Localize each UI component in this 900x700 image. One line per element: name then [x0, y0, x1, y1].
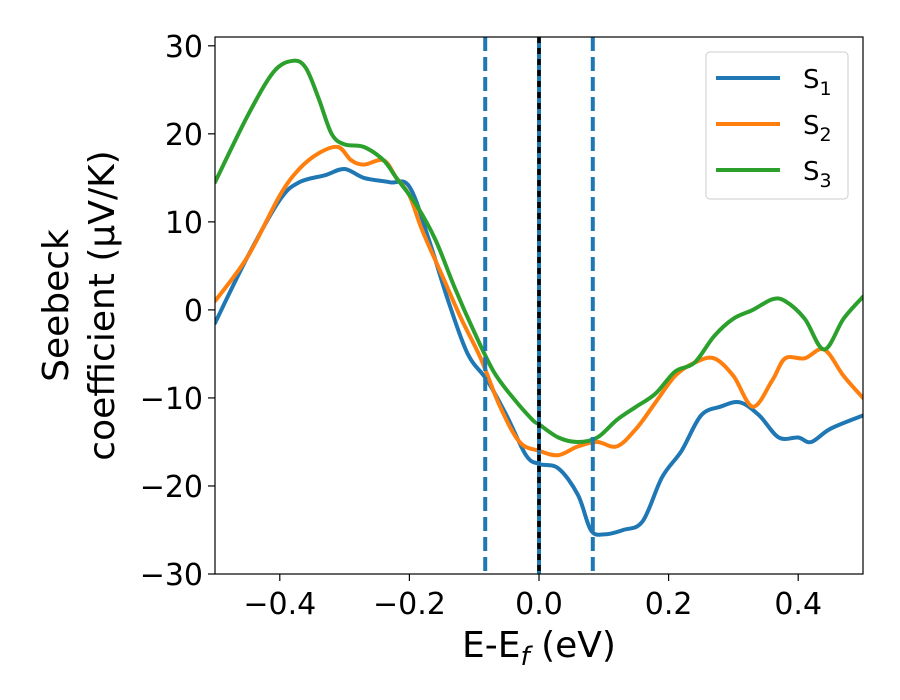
x-axis-label-suffix: (eV) — [530, 625, 616, 666]
x-axis-label: E-Ef (eV) — [462, 625, 616, 672]
y-tick-label-1: 30 — [165, 30, 203, 65]
legend-label-s1: S1 — [803, 65, 832, 100]
legend: S1 S2 S3 — [705, 51, 849, 200]
y-tick-label-7: −30 — [140, 558, 203, 593]
ticks: −0.4 −0.2 0.0 0.2 0.4 30 20 10 0 −10 −20 −30 — [140, 30, 822, 622]
y-tick-label-5: −10 — [140, 382, 203, 417]
y-tick-label-4: 0 — [184, 294, 203, 329]
x-tick-label-5: 0.4 — [774, 587, 822, 622]
y-tick-label-3: 10 — [165, 206, 203, 241]
y-tick-label-2: 20 — [165, 118, 203, 153]
series-line-s3 — [215, 58, 863, 444]
y-tick-label-6: −20 — [140, 470, 203, 505]
x-tick-label-1: −0.4 — [243, 587, 316, 622]
plot-area — [215, 37, 863, 574]
x-tick-label-3: 0.0 — [515, 587, 563, 622]
series-line-s1 — [215, 166, 863, 537]
y-axis-label-line2: coefficient (μV/K) — [82, 150, 123, 460]
y-axis-label: Seebeck coefficient (μV/K) — [36, 150, 123, 460]
y-axis-label-line1: Seebeck — [36, 229, 77, 382]
x-axis-label-main: E-E — [462, 625, 520, 666]
x-tick-label-2: −0.2 — [373, 587, 446, 622]
legend-label-s3: S3 — [803, 157, 832, 192]
x-tick-label-4: 0.2 — [645, 587, 693, 622]
legend-label-s2: S2 — [803, 111, 832, 146]
